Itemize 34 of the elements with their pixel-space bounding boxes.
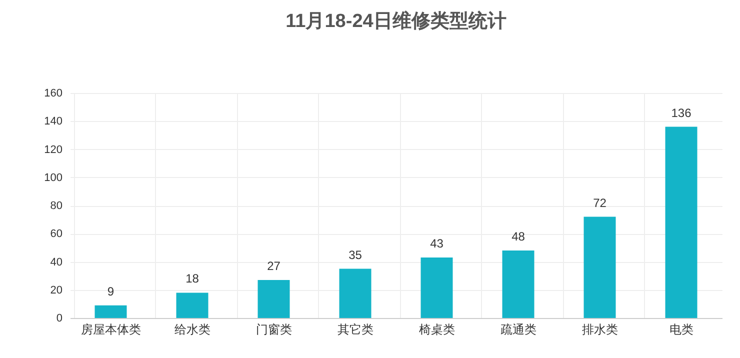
data-label: 72	[593, 196, 607, 210]
x-tick-label: 排水类	[582, 322, 618, 336]
bar	[665, 126, 698, 318]
chart-title: 11月18-24日维修类型统计	[286, 10, 506, 32]
bar	[94, 305, 127, 318]
data-label: 43	[430, 236, 444, 251]
x-tick-label: 其它类	[337, 322, 374, 336]
data-label: 35	[348, 248, 362, 262]
y-tick-label: 120	[44, 144, 62, 156]
data-label: 18	[186, 272, 200, 286]
bar	[176, 292, 208, 318]
x-tick-label: 给水类	[174, 322, 210, 336]
y-tick-label: 80	[50, 200, 62, 212]
bar	[339, 268, 372, 318]
x-tick-label: 疏通类	[500, 322, 536, 336]
y-tick-label: 60	[50, 228, 62, 240]
data-label: 9	[107, 284, 114, 298]
bar	[258, 280, 290, 318]
y-tick-label: 160	[44, 88, 62, 100]
x-tick-label: 电类	[669, 322, 694, 336]
bar	[584, 216, 616, 318]
data-label: 27	[267, 259, 281, 274]
x-tick-label: 门窗类	[256, 322, 292, 336]
y-tick-label: 100	[44, 172, 62, 184]
x-tick-label: 椅桌类	[418, 322, 455, 336]
data-label: 48	[512, 230, 526, 244]
data-label: 136	[671, 106, 692, 120]
y-tick-label: 40	[50, 256, 62, 268]
bar	[420, 258, 453, 318]
y-tick-label: 0	[56, 312, 62, 324]
y-tick-label: 20	[50, 284, 62, 296]
y-tick-label: 140	[44, 116, 62, 128]
x-tick-label: 房屋本体类	[80, 322, 141, 336]
bar	[502, 250, 534, 318]
